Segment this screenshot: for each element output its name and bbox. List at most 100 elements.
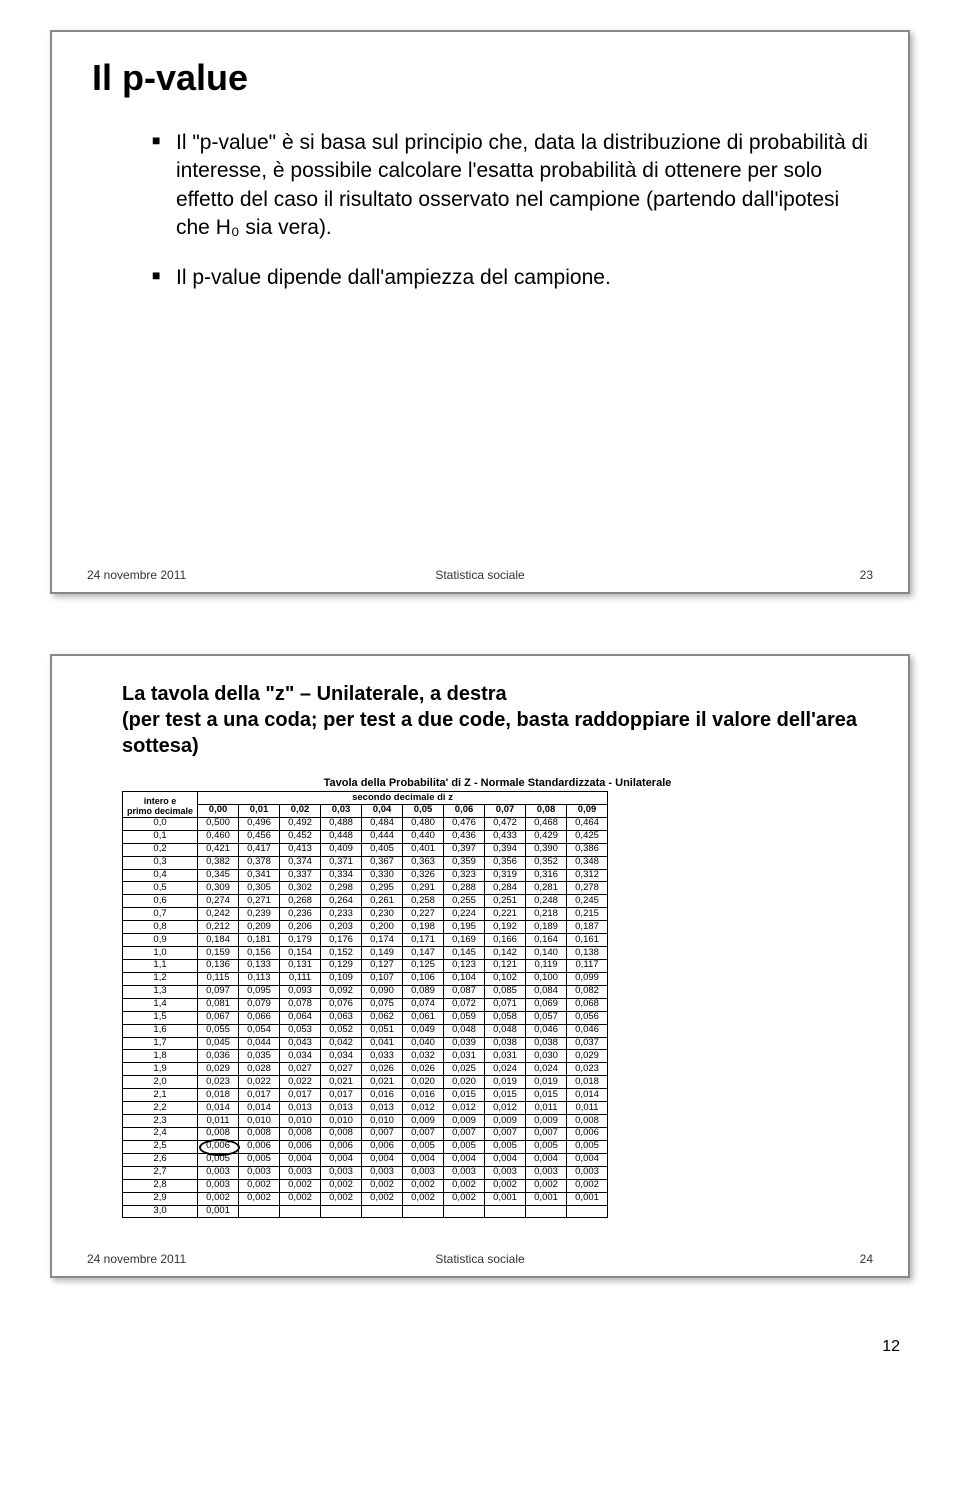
ztable-cell: 0,072 [444,998,485,1011]
bullet-item: Il "p-value" è si basa sul principio che… [152,129,873,242]
ztable-cell: 0,345 [198,869,239,882]
ztable-cell: 0,341 [239,869,280,882]
ztable-cell: 0,016 [362,1089,403,1102]
ztable-cell: 0,288 [444,882,485,895]
ztable-cell: 0,003 [239,1166,280,1179]
ztable-row-head: 0,6 [123,895,198,908]
ztable-row-head: 2,1 [123,1089,198,1102]
ztable-cell: 0,176 [321,934,362,947]
ztable-cell: 0,092 [321,985,362,998]
ztable-cell: 0,010 [362,1115,403,1128]
ztable-col-head: 0,07 [485,804,526,817]
ztable-cell: 0,309 [198,882,239,895]
ztable-cell: 0,005 [198,1153,239,1166]
ztable-cell: 0,224 [444,908,485,921]
ztable-cell: 0,421 [198,843,239,856]
ztable-row-head: 1,8 [123,1050,198,1063]
ztable-cell: 0,195 [444,921,485,934]
ztable-cell: 0,005 [403,1140,444,1153]
ztable-col-head: 0,04 [362,804,403,817]
ztable-cell [567,1205,608,1218]
ztable-cell: 0,021 [321,1076,362,1089]
ztable-cell: 0,014 [239,1102,280,1115]
ztable-cell: 0,044 [239,1037,280,1050]
ztable-cell: 0,363 [403,856,444,869]
ztable-cell: 0,020 [444,1076,485,1089]
ztable-row-head: 1,1 [123,959,198,972]
ztable-cell: 0,281 [526,882,567,895]
ztable-cell: 0,063 [321,1011,362,1024]
ztable-cell: 0,008 [321,1127,362,1140]
ztable-cell [444,1205,485,1218]
ztable-cell: 0,030 [526,1050,567,1063]
ztable-cell: 0,024 [526,1063,567,1076]
ztable-cell: 0,472 [485,817,526,830]
ztable-row-head: 1,5 [123,1011,198,1024]
ztable-cell: 0,062 [362,1011,403,1024]
ztable-cell: 0,159 [198,947,239,960]
ztable-cell: 0,218 [526,908,567,921]
ztable-cell: 0,048 [444,1024,485,1037]
ztable-cell: 0,476 [444,817,485,830]
ztable-row-head: 2,0 [123,1076,198,1089]
ztable-cell: 0,017 [280,1089,321,1102]
ztable-cell: 0,145 [444,947,485,960]
ztable-cell: 0,003 [198,1179,239,1192]
ztable-cell: 0,007 [526,1127,567,1140]
ztable-cell: 0,298 [321,882,362,895]
ztable-cell: 0,255 [444,895,485,908]
ztable-cell: 0,129 [321,959,362,972]
ztable-cell: 0,192 [485,921,526,934]
ztable-cell: 0,230 [362,908,403,921]
ztable-cell: 0,017 [239,1089,280,1102]
ztable-cell: 0,448 [321,830,362,843]
ztable-cell: 0,337 [280,869,321,882]
ztable-cell: 0,004 [403,1153,444,1166]
slide1-footer: 24 novembre 2011 Statistica sociale 23 [87,568,873,582]
ztable-cell: 0,046 [567,1024,608,1037]
ztable-cell: 0,011 [198,1115,239,1128]
ztable-cell: 0,078 [280,998,321,1011]
ztable-cell: 0,014 [198,1102,239,1115]
ztable-cell: 0,305 [239,882,280,895]
ztable-cell: 0,006 [198,1140,239,1153]
ztable-cell: 0,251 [485,895,526,908]
ztable-cell: 0,036 [198,1050,239,1063]
ztable-cell: 0,100 [526,972,567,985]
ztable-cell: 0,004 [526,1153,567,1166]
ztable-cell: 0,200 [362,921,403,934]
ztable-cell: 0,012 [485,1102,526,1115]
ztable-cell: 0,018 [198,1089,239,1102]
ztable-cell: 0,284 [485,882,526,895]
ztable-cell: 0,302 [280,882,321,895]
ztable-cell: 0,031 [444,1050,485,1063]
ztable-cell: 0,007 [362,1127,403,1140]
ztable-cell: 0,127 [362,959,403,972]
ztable-cell: 0,003 [280,1166,321,1179]
ztable-cell: 0,014 [567,1089,608,1102]
ztable-cell: 0,024 [485,1063,526,1076]
ztable-cell: 0,009 [526,1115,567,1128]
ztable-cell: 0,010 [280,1115,321,1128]
ztable-cell: 0,003 [321,1166,362,1179]
ztable-cell: 0,106 [403,972,444,985]
ztable-cell: 0,433 [485,830,526,843]
ztable-cell: 0,009 [403,1115,444,1128]
ztable-cell: 0,057 [526,1011,567,1024]
ztable-row-head: 2,7 [123,1166,198,1179]
ztable-row-head: 1,7 [123,1037,198,1050]
ztable-cell: 0,040 [403,1037,444,1050]
ztable-cell: 0,075 [362,998,403,1011]
ztable-cell: 0,005 [485,1140,526,1153]
ztable-cell: 0,274 [198,895,239,908]
ztable-cell: 0,409 [321,843,362,856]
ztable-row-head: 2,8 [123,1179,198,1192]
ztable-row-head: 0,8 [123,921,198,934]
ztable-cell: 0,131 [280,959,321,972]
ztable-cell: 0,069 [526,998,567,1011]
ztable-cell: 0,097 [198,985,239,998]
ztable-cell: 0,198 [403,921,444,934]
ztable-cell: 0,452 [280,830,321,843]
ztable-col-head: 0,03 [321,804,362,817]
ztable-caption: Tavola della Probabilita' di Z - Normale… [122,777,873,789]
